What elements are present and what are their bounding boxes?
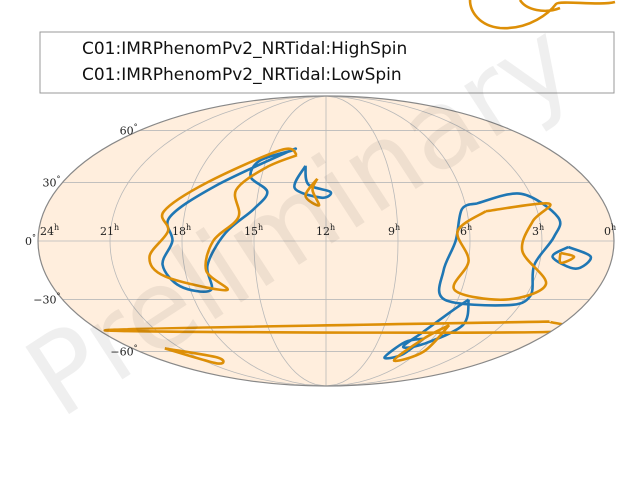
- dec-tick-label: 30°: [43, 174, 61, 189]
- legend-box: [39, 31, 615, 94]
- highspin-contour: [551, 245, 593, 270]
- dec-tick-label: 0°: [25, 233, 36, 248]
- lowspin-contour: [148, 147, 298, 292]
- dec-tick-label: 60°: [120, 123, 138, 138]
- meridian-line: [253, 96, 327, 386]
- legend: C01:IMRPhenomPv2_NRTidal:HighSpin C01:IM…: [39, 31, 615, 94]
- meridian-line: [181, 96, 327, 386]
- lowspin-contour: [164, 347, 225, 365]
- highspin-contour: [293, 165, 333, 200]
- lowspin-contour: [558, 251, 576, 265]
- legend-entry-lowspin: C01:IMRPhenomPv2_NRTidal:LowSpin: [82, 65, 402, 85]
- highspin-contour: [161, 147, 298, 293]
- lowspin-contour: [304, 177, 321, 207]
- ra-tick-label: 9h: [388, 223, 400, 238]
- ra-tick-label: 24h: [40, 223, 59, 238]
- meridian-line: [325, 96, 543, 386]
- highspin-contour: [401, 298, 470, 350]
- ra-tick-label: 15h: [244, 223, 263, 238]
- map-outline: [37, 95, 615, 387]
- dec-tick-label: −30°: [33, 292, 60, 307]
- ra-tick-label: 21h: [100, 223, 119, 238]
- top-right-contour: [468, 0, 616, 30]
- lowspin-contour-fragment: [468, 0, 616, 30]
- lowspin-contour: [452, 202, 552, 302]
- ra-tick-label: 6h: [460, 223, 472, 238]
- ra-tick-labels: 24h 21h 18h 15h 12h 9h 6h 3h 0h: [40, 223, 616, 238]
- dec-tick-label: −60°: [110, 344, 137, 359]
- meridian-line: [325, 96, 399, 386]
- ra-tick-label: 3h: [532, 223, 544, 238]
- ra-tick-label: 0h: [604, 223, 616, 238]
- legend-entry-highspin: C01:IMRPhenomPv2_NRTidal:HighSpin: [82, 39, 407, 59]
- ra-tick-label: 12h: [316, 223, 335, 238]
- dec-tick-labels: 60° 30° 0° −30° −60°: [25, 123, 138, 359]
- meridian-line: [325, 96, 471, 386]
- ra-tick-label: 18h: [172, 223, 191, 238]
- highspin-contour: [437, 192, 562, 307]
- highspin-contour: [383, 337, 425, 360]
